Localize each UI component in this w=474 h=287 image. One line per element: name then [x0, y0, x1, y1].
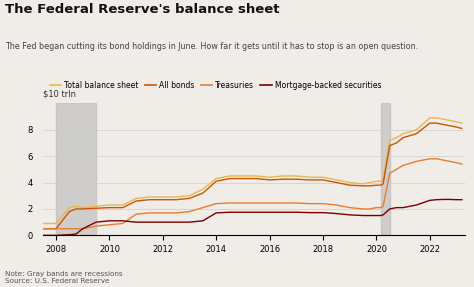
Text: The Federal Reserve's balance sheet: The Federal Reserve's balance sheet — [5, 3, 279, 16]
Text: The Fed began cutting its bond holdings in June. How far it gets until it has to: The Fed began cutting its bond holdings … — [5, 42, 418, 51]
Bar — [381, 103, 390, 235]
Bar — [56, 103, 96, 235]
Text: $10 trln: $10 trln — [43, 89, 76, 98]
Text: Note: Gray bands are recessions
Source: U.S. Federal Reserve: Note: Gray bands are recessions Source: … — [5, 271, 122, 284]
Legend: Total balance sheet, All bonds, Treasuries, Mortgage-backed securities: Total balance sheet, All bonds, Treasuri… — [46, 78, 384, 93]
